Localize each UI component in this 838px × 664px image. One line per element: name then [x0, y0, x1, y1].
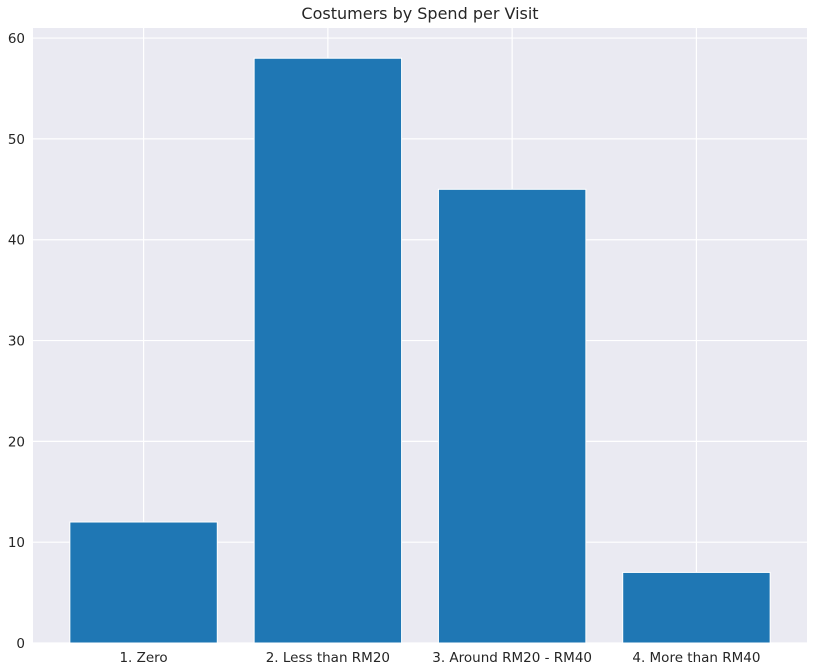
bar: [437, 188, 587, 644]
y-tick-label: 50: [8, 132, 25, 148]
x-axis-ticks: 1. Zero 2. Less than RM20 3. Around RM20 -…: [119, 650, 760, 664]
y-tick-label: 10: [8, 535, 25, 551]
bar: [69, 521, 218, 644]
y-tick-label: 60: [8, 31, 25, 47]
y-tick-label: 40: [8, 233, 25, 249]
bars: [69, 57, 771, 644]
y-tick-label: 20: [8, 434, 25, 450]
y-tick-label: 0: [16, 636, 25, 652]
bar: [253, 57, 403, 644]
chart-title: Costumers by Spend per Visit: [301, 4, 539, 23]
bar: [622, 571, 771, 644]
y-tick-label: 30: [8, 334, 25, 350]
x-tick-label: 4. More than RM40: [632, 650, 760, 664]
x-tick-label: 3. Around RM20 - RM40: [432, 650, 592, 664]
x-tick-label: 1. Zero: [119, 650, 167, 664]
x-tick-label: 2. Less than RM20: [266, 650, 390, 664]
y-axis-ticks: 0 10 20 30 40 50 60: [8, 31, 25, 652]
